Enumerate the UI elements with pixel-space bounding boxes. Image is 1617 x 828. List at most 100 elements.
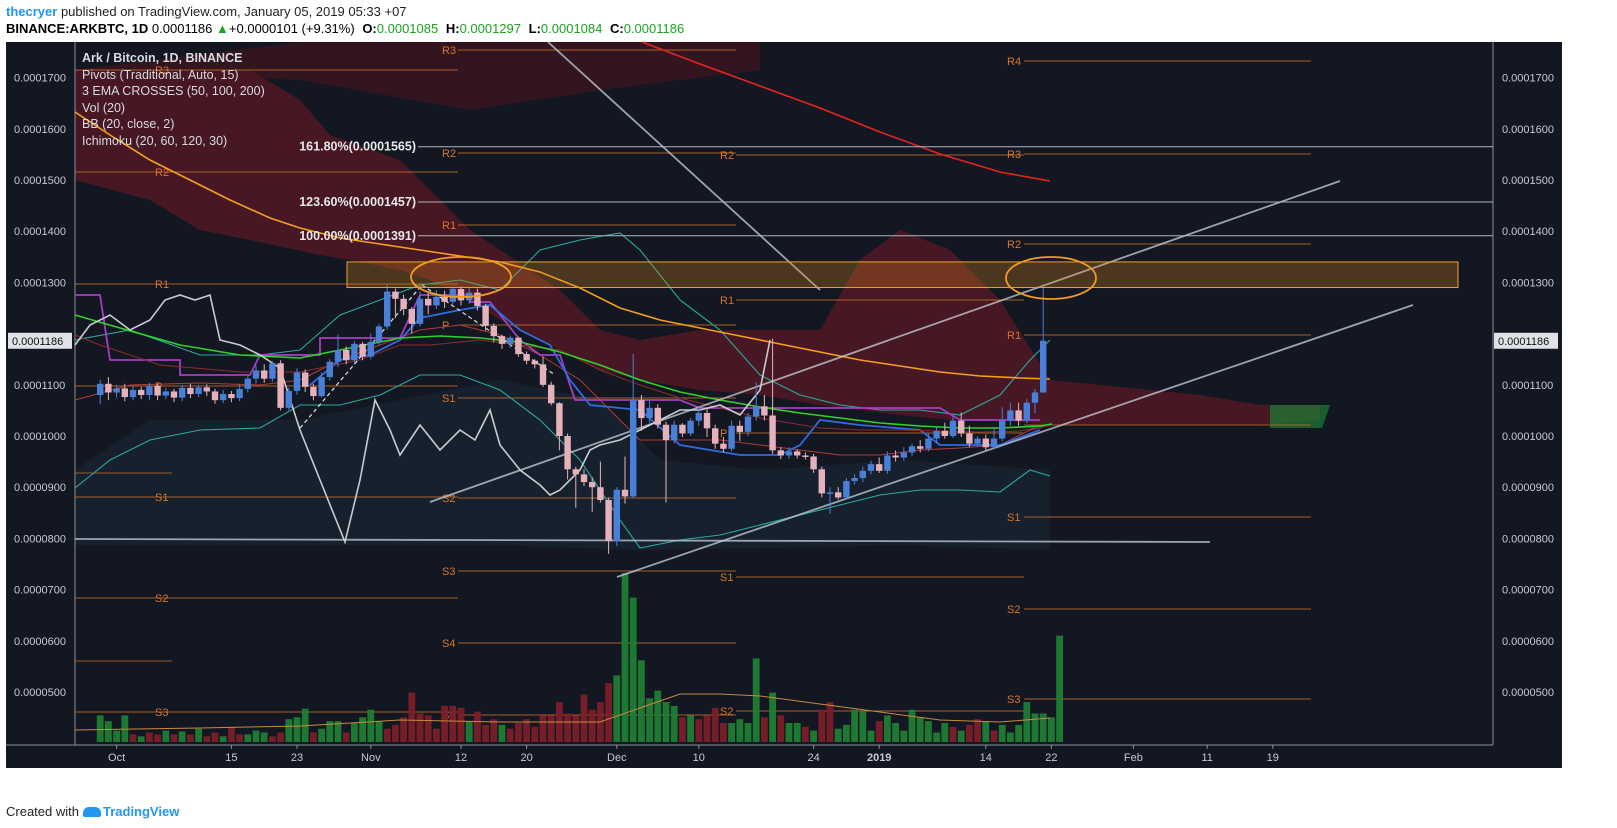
candle-body[interactable] xyxy=(195,387,202,395)
candle-body[interactable] xyxy=(261,370,268,379)
legend-volume[interactable]: Vol (20) xyxy=(82,100,126,115)
candle-body[interactable] xyxy=(892,455,899,458)
legend-ichimoku[interactable]: Ichimoku (20, 60, 120, 30) xyxy=(82,133,228,148)
candle-body[interactable] xyxy=(777,450,784,456)
candle-body[interactable] xyxy=(621,489,629,497)
candle-body[interactable] xyxy=(736,425,743,432)
candle-body[interactable] xyxy=(671,424,678,441)
candle-body[interactable] xyxy=(933,430,940,439)
candle-body[interactable] xyxy=(203,387,210,392)
candle-body[interactable] xyxy=(826,492,834,494)
candle-body[interactable] xyxy=(974,438,981,444)
candle-body[interactable] xyxy=(941,430,948,436)
candle-body[interactable] xyxy=(441,296,448,302)
candle-body[interactable] xyxy=(580,474,588,483)
candle-body[interactable] xyxy=(1015,410,1022,421)
candle-body[interactable] xyxy=(507,337,514,344)
candle-body[interactable] xyxy=(1040,340,1047,393)
legend-ema-crosses[interactable]: 3 EMA CROSSES (50, 100, 200) xyxy=(82,84,265,98)
candle-body[interactable] xyxy=(851,477,858,482)
candle-body[interactable] xyxy=(761,406,768,416)
candle-body[interactable] xyxy=(605,500,612,541)
candle-body[interactable] xyxy=(302,372,309,387)
author-name[interactable]: thecryer xyxy=(6,4,58,19)
candle-body[interactable] xyxy=(343,349,350,361)
candle-body[interactable] xyxy=(318,377,325,397)
candle-body[interactable] xyxy=(1023,402,1030,421)
candle-body[interactable] xyxy=(293,372,301,391)
candle-body[interactable] xyxy=(449,289,456,302)
candle-body[interactable] xyxy=(351,343,358,361)
candle-body[interactable] xyxy=(925,438,932,449)
candle-body[interactable] xyxy=(990,438,998,448)
candle-body[interactable] xyxy=(589,482,596,488)
candle-body[interactable] xyxy=(753,406,760,417)
candle-body[interactable] xyxy=(433,296,440,306)
candle-body[interactable] xyxy=(917,446,924,449)
candle-body[interactable] xyxy=(154,385,161,396)
candle-body[interactable] xyxy=(785,451,793,456)
candle-body[interactable] xyxy=(474,292,481,306)
candle-body[interactable] xyxy=(146,385,153,396)
tradingview-link[interactable]: TradingView xyxy=(102,804,180,819)
candle-body[interactable] xyxy=(769,415,776,451)
candle-body[interactable] xyxy=(966,433,973,444)
candle-body[interactable] xyxy=(646,407,653,419)
candle-body[interactable] xyxy=(662,424,670,441)
candle-body[interactable] xyxy=(162,391,169,396)
candle-body[interactable] xyxy=(564,436,571,470)
candle-body[interactable] xyxy=(794,451,801,456)
candle-body[interactable] xyxy=(703,412,711,429)
candle-body[interactable] xyxy=(539,364,547,385)
candle-body[interactable] xyxy=(310,386,317,397)
candle-body[interactable] xyxy=(1007,410,1014,421)
candle-body[interactable] xyxy=(1031,392,1039,403)
candle-body[interactable] xyxy=(638,400,645,419)
candle-body[interactable] xyxy=(220,394,227,401)
candle-body[interactable] xyxy=(138,389,145,396)
candle-body[interactable] xyxy=(408,309,415,324)
candle-body[interactable] xyxy=(802,455,809,457)
candle-body[interactable] xyxy=(867,464,875,471)
candle-body[interactable] xyxy=(999,420,1006,439)
candle-body[interactable] xyxy=(744,416,752,432)
legend-pivots[interactable]: Pivots (Traditional, Auto, 15) xyxy=(82,67,239,82)
candle-body[interactable] xyxy=(523,354,530,361)
candle-body[interactable] xyxy=(211,391,219,401)
candle-body[interactable] xyxy=(597,487,604,500)
candle-body[interactable] xyxy=(949,420,957,436)
candle-body[interactable] xyxy=(277,363,284,408)
candle-body[interactable] xyxy=(498,336,506,344)
candle-body[interactable] xyxy=(835,492,842,498)
candle-body[interactable] xyxy=(400,298,407,310)
candle-body[interactable] xyxy=(859,470,866,478)
candle-body[interactable] xyxy=(392,291,399,299)
candle-body[interactable] xyxy=(908,446,916,453)
candle-body[interactable] xyxy=(129,389,137,398)
legend-bollinger[interactable]: BB (20, close, 2) xyxy=(82,117,175,131)
candle-body[interactable] xyxy=(187,387,194,395)
candle-body[interactable] xyxy=(810,456,817,470)
candle-body[interactable] xyxy=(121,388,128,398)
candle-body[interactable] xyxy=(170,391,178,398)
candle-body[interactable] xyxy=(285,390,292,408)
candle-body[interactable] xyxy=(97,383,104,396)
candle-body[interactable] xyxy=(269,363,276,379)
candle-body[interactable] xyxy=(687,420,694,434)
candle-body[interactable] xyxy=(958,420,965,434)
candle-body[interactable] xyxy=(900,452,907,458)
candle-body[interactable] xyxy=(654,407,661,425)
candle-body[interactable] xyxy=(236,388,243,399)
candle-body[interactable] xyxy=(367,341,374,357)
candle-body[interactable] xyxy=(105,383,112,393)
candle-body[interactable] xyxy=(712,428,719,444)
candle-body[interactable] xyxy=(843,481,850,498)
candle-body[interactable] xyxy=(179,387,186,398)
candle-body[interactable] xyxy=(572,469,579,475)
candle-body[interactable] xyxy=(384,291,391,327)
candle-body[interactable] xyxy=(982,438,989,448)
price-chart[interactable]: R3R2R1PS1S2S3R3R2R1PS1S2S3S4S5R2R1PS1S2R… xyxy=(0,0,1617,800)
candle-body[interactable] xyxy=(728,425,735,449)
candle-body[interactable] xyxy=(244,378,251,389)
candle-body[interactable] xyxy=(457,289,465,301)
